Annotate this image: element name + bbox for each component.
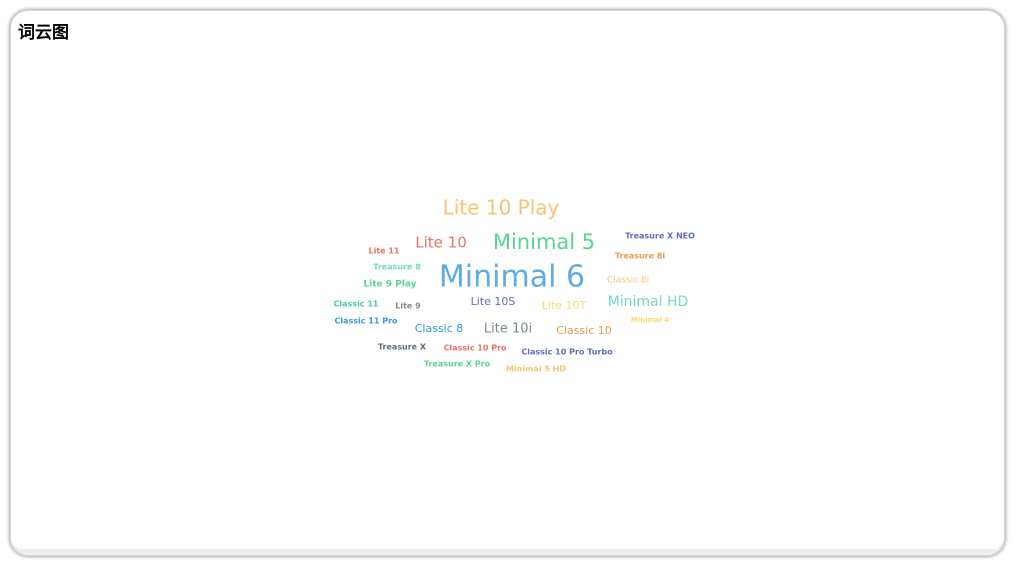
cloud-word-minimal-6: Minimal 6 [439, 260, 585, 295]
cloud-word-treasure-8: Treasure 8 [373, 263, 421, 272]
cloud-word-lite-10: Lite 10 [415, 234, 467, 252]
cloud-word-classic-8i: Classic 8i [607, 276, 649, 286]
card-bottom-bar [19, 549, 996, 555]
cloud-word-treasure-x-neo: Treasure X NEO [625, 232, 695, 241]
cloud-word-lite-10t: Lite 10T [542, 299, 587, 312]
cloud-word-lite-10i: Lite 10i [484, 322, 532, 337]
cloud-word-treasure-8i: Treasure 8i [615, 252, 666, 261]
chart-card: 词云图 Minimal 6 Minimal 5 Lite 10 Play Lite 1… [10, 10, 1005, 556]
cloud-word-lite-9-play: Lite 9 Play [363, 280, 416, 290]
word-cloud: Minimal 6 Minimal 5 Lite 10 Play Lite 10 Min… [334, 196, 696, 374]
cloud-word-treasure-x-pro: Treasure X Pro [424, 360, 491, 369]
cloud-word-lite-9: Lite 9 [395, 302, 421, 311]
cloud-word-lite-10s: Lite 10S [471, 295, 516, 308]
cloud-word-treasure-x: Treasure X [378, 343, 427, 352]
cloud-word-minimal-5: Minimal 5 [493, 230, 595, 254]
cloud-word-classic-10-pro-turbo: Classic 10 Pro Turbo [521, 348, 613, 357]
cloud-word-minimal-4: Minimal 4 [631, 316, 670, 324]
cloud-word-classic-10: Classic 10 [556, 324, 612, 337]
cloud-word-classic-11: Classic 11 [334, 300, 379, 309]
cloud-word-minimal-hd: Minimal HD [608, 294, 689, 310]
cloud-word-classic-11-pro: Classic 11 Pro [334, 317, 398, 326]
cloud-word-classic-10-pro: Classic 10 Pro [443, 344, 507, 353]
cloud-word-classic-8: Classic 8 [415, 322, 464, 335]
cloud-word-lite-11: Lite 11 [368, 247, 399, 256]
cloud-word-minimal-5-hd: Minimal 5 HD [506, 365, 566, 374]
cloud-word-lite-10-play: Lite 10 Play [443, 196, 560, 220]
chart-title: 词云图 [18, 23, 69, 43]
